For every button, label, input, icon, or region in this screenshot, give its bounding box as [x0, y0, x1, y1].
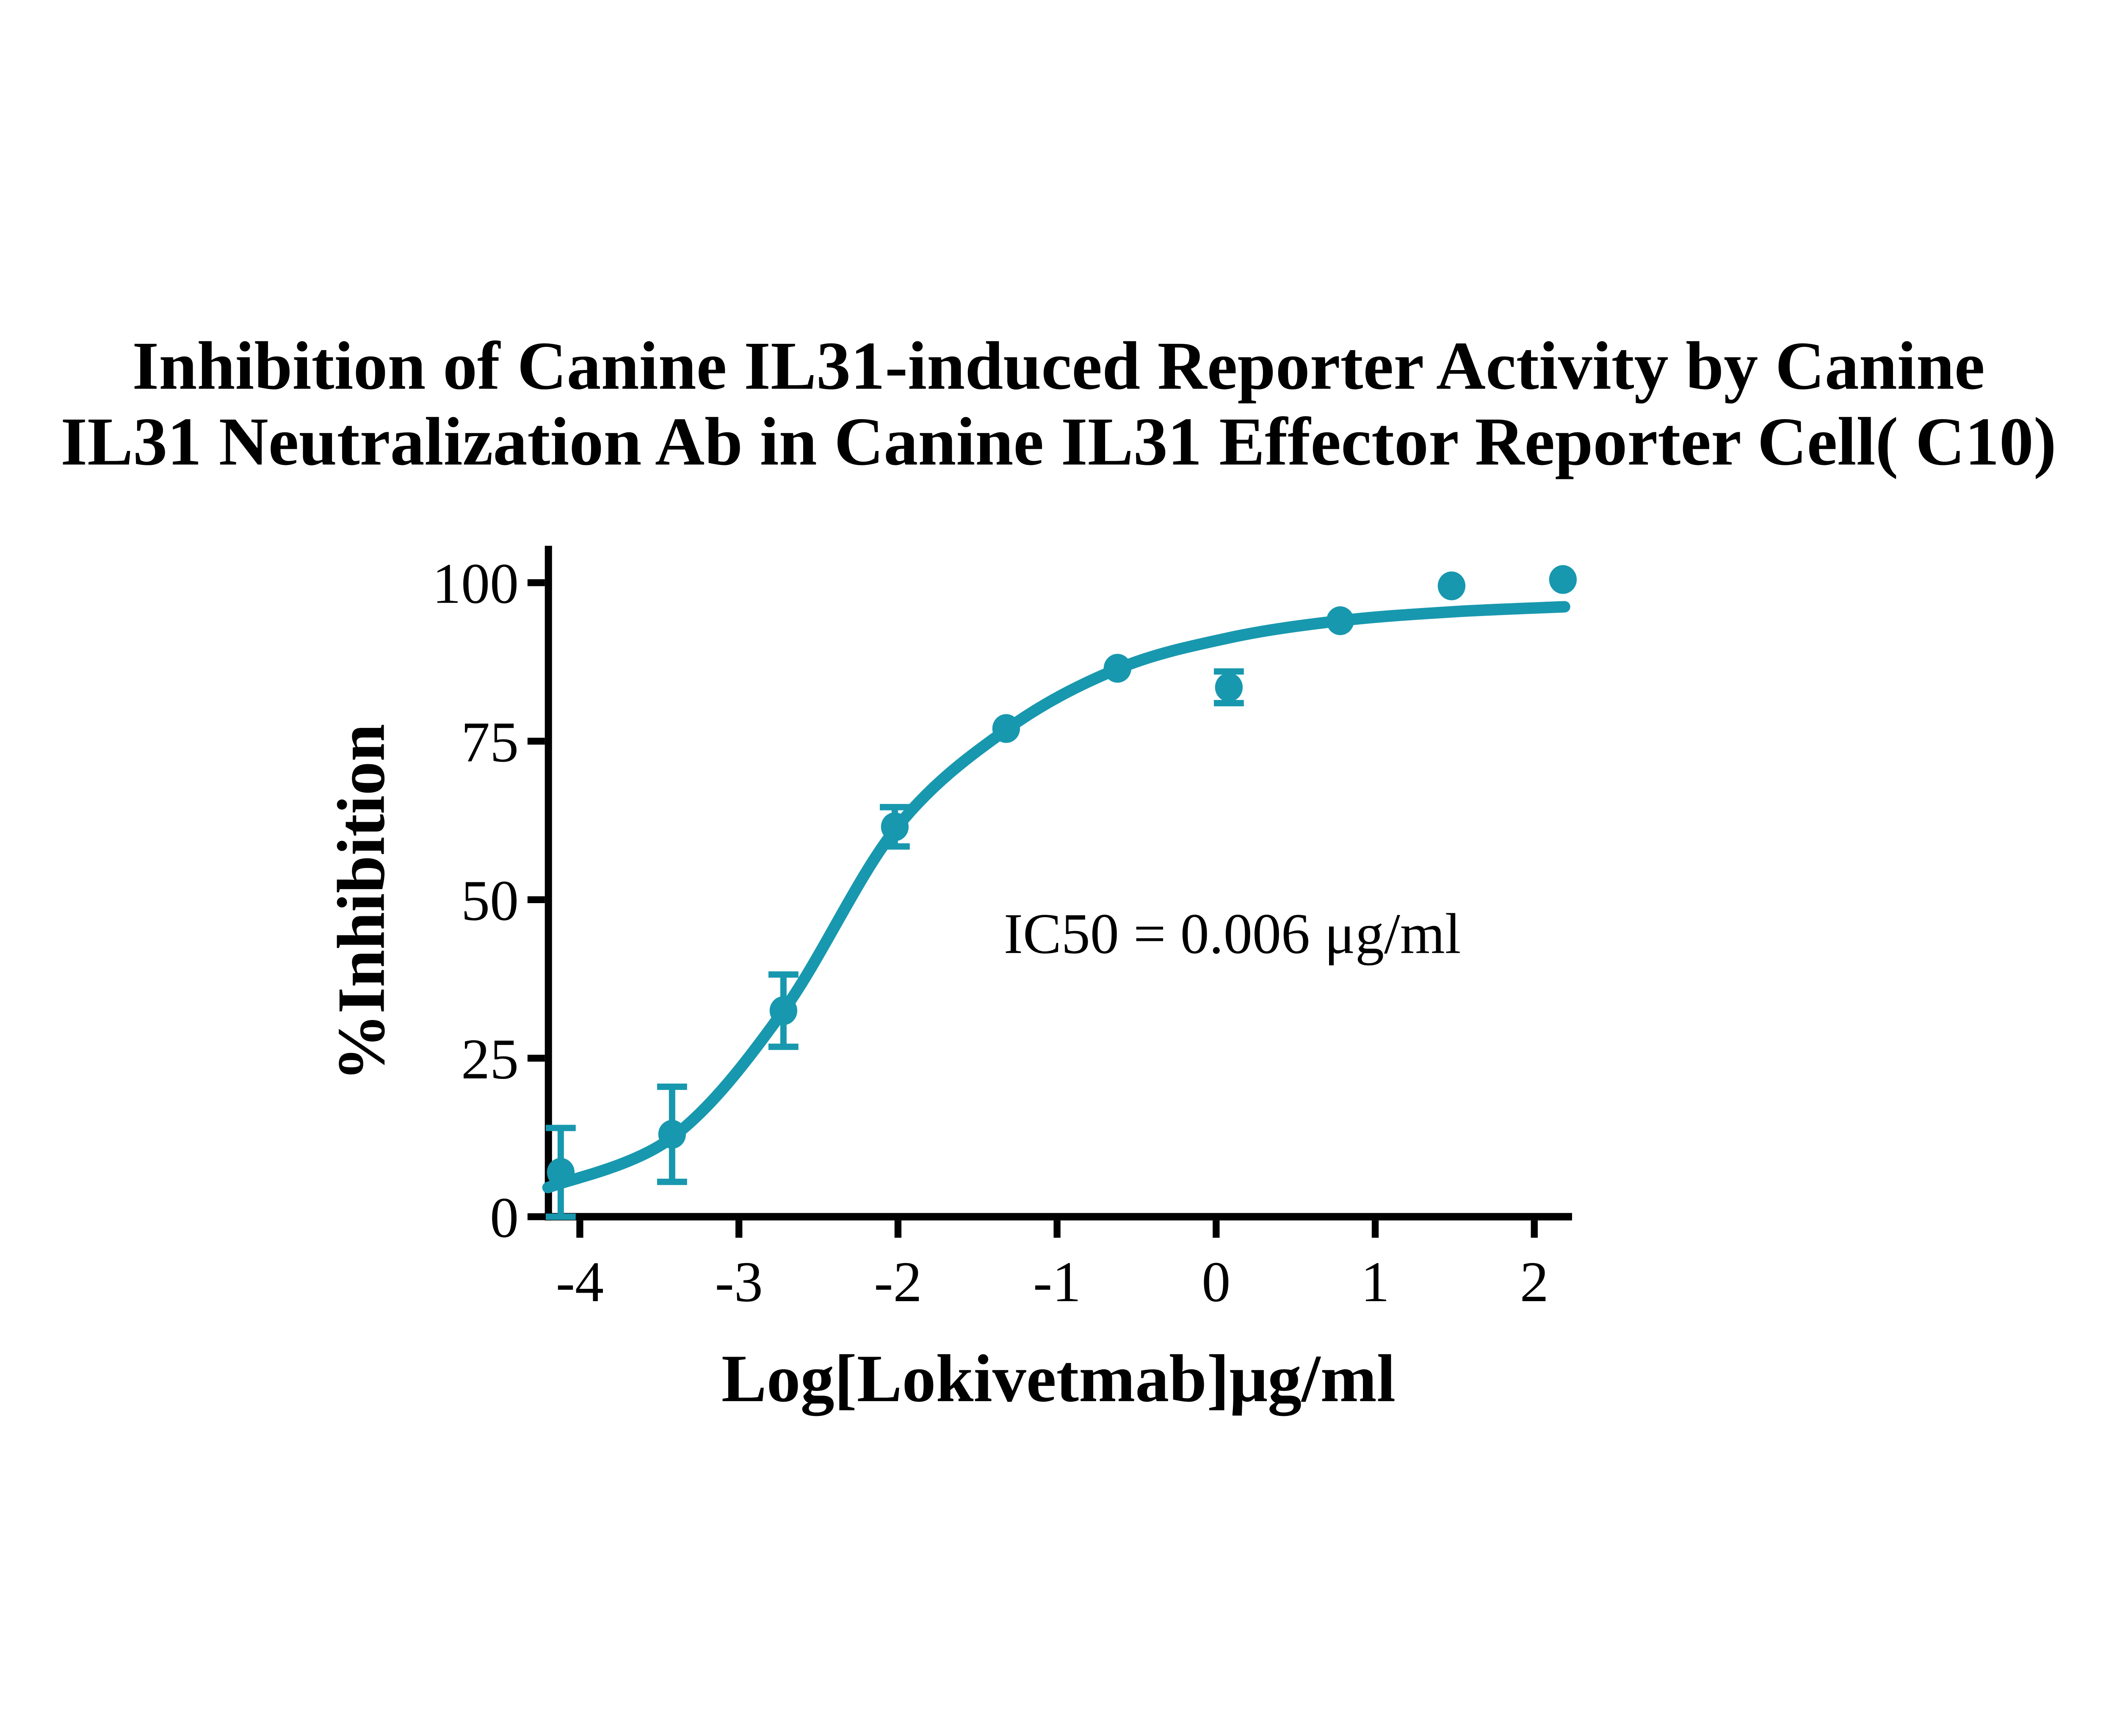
chart-title-line2: IL31 Neutralization Ab in Canine IL31 Ef… [61, 404, 2056, 480]
fit-curve-path [542, 601, 1570, 1194]
axes: 0 25 50 75 100 -4 -3 -2 -1 0 1 2 [432, 546, 1572, 1314]
x-axis-title: Log[Lokivetmab]μg/ml [721, 1341, 1396, 1416]
y-tick-label: 75 [461, 710, 519, 774]
x-tick-label: -1 [1033, 1250, 1081, 1314]
chart-title-line1: Inhibition of Canine IL31-induced Report… [132, 328, 1985, 404]
x-tick-label: -4 [556, 1250, 604, 1314]
data-point-marker [658, 1120, 686, 1149]
data-point-marker [881, 812, 909, 841]
y-tick-label: 100 [432, 552, 519, 616]
x-tick-label: -2 [874, 1250, 922, 1314]
data-series [542, 565, 1577, 1220]
chart-background [0, 277, 2117, 1459]
x-tick-label: 0 [1202, 1250, 1230, 1314]
chart-title: Inhibition of Canine IL31-induced Report… [61, 328, 2056, 480]
x-tick-label: 1 [1361, 1250, 1390, 1314]
data-point-marker [992, 714, 1020, 743]
data-point-marker [1437, 571, 1466, 600]
data-point-marker [769, 996, 798, 1025]
y-tick-label: 25 [461, 1028, 519, 1091]
y-tick-label: 50 [461, 869, 519, 933]
y-axis-title: %Inhibition [323, 724, 399, 1081]
data-point-marker [1326, 606, 1354, 636]
data-point-marker [1549, 565, 1577, 594]
x-tick-label: -3 [715, 1250, 763, 1314]
data-point-marker [547, 1158, 575, 1187]
data-point-marker [1103, 654, 1132, 683]
y-tick-label: 0 [490, 1186, 519, 1249]
x-tick-label: 2 [1520, 1250, 1549, 1314]
ic50-annotation: IC50 = 0.006 μg/ml [1004, 902, 1461, 966]
data-point-marker [1215, 673, 1243, 702]
